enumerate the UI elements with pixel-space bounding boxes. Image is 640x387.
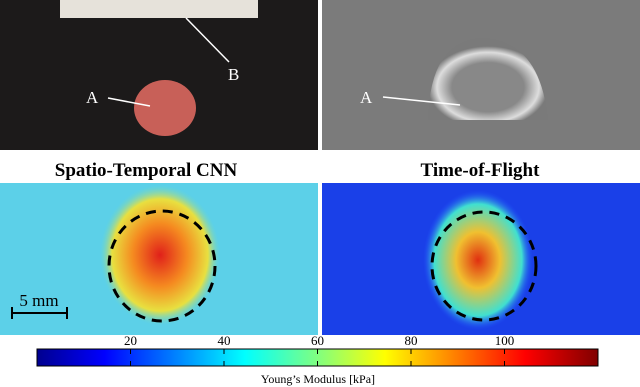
dome: [428, 38, 548, 120]
colorbar-label: Young’s Modulus [kPa]: [261, 372, 375, 386]
hot-region: [100, 185, 220, 325]
pointer: [185, 17, 230, 63]
colorbar-tick-label: 60: [311, 333, 324, 348]
colorbar-tick-label: 40: [218, 333, 231, 348]
label-b: B: [228, 65, 239, 84]
colorbar-tick-label: 20: [124, 333, 137, 348]
panel-title: Time-of-Flight: [421, 160, 541, 181]
inclusion-outline: [430, 210, 538, 322]
inclusion-outline: [107, 209, 217, 323]
label-a: A: [86, 88, 99, 107]
label-a: A: [360, 88, 373, 107]
inclusion: [134, 80, 196, 136]
pointer: [382, 96, 461, 106]
scale-bar: 5 mm: [11, 291, 68, 319]
colorbar-tick-label: 80: [405, 333, 418, 348]
panel-title: Spatio-Temporal CNN: [55, 160, 238, 181]
scale-label: 5 mm: [19, 291, 58, 310]
colorbar-tick-label: 100: [495, 333, 515, 348]
pointer: [107, 97, 151, 107]
transducer: [60, 0, 258, 18]
